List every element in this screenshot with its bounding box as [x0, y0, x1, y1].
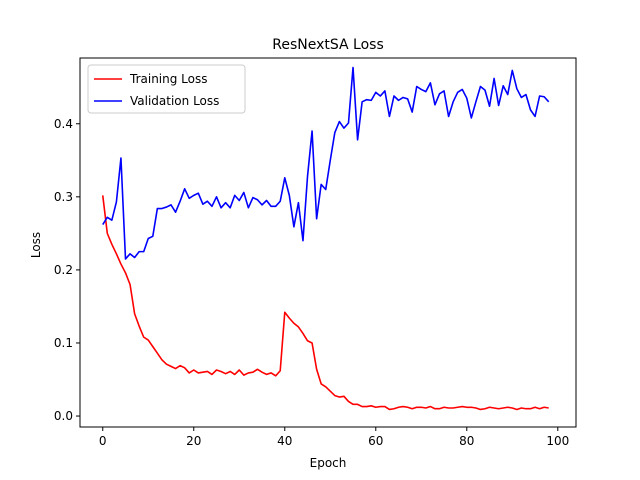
y-axis: 0.0 0.1 0.2 0.3 0.4	[54, 117, 80, 423]
series-line-training-loss	[101, 195, 549, 411]
y-axis-label: Loss	[29, 232, 43, 258]
plot-frame	[79, 57, 577, 428]
plot-area	[79, 57, 577, 428]
y-tick-label: 0.4	[54, 117, 73, 131]
x-tick-label: 100	[546, 434, 569, 448]
chart-title: ResNextSA Loss	[272, 37, 384, 53]
legend-label: Training Loss	[129, 72, 207, 86]
x-tick-label: 60	[368, 434, 383, 448]
x-axis-label: Epoch	[310, 456, 347, 470]
x-tick-label: 40	[277, 434, 292, 448]
x-axis: 0 20 40 60 80 100	[99, 427, 569, 448]
legend-box	[87, 64, 246, 114]
x-tick-label: 20	[186, 434, 201, 448]
x-tick-label: 80	[459, 434, 474, 448]
x-tick-label: 0	[99, 434, 107, 448]
series-line-validation-loss	[102, 66, 550, 260]
y-tick-label: 0.3	[54, 190, 73, 204]
y-tick-label: 0.1	[54, 336, 73, 350]
legend-label: Validation Loss	[130, 94, 219, 108]
legend: Training Loss Validation Loss	[87, 64, 246, 114]
y-tick-label: 0.0	[54, 409, 73, 423]
y-tick-label: 0.2	[54, 263, 73, 277]
